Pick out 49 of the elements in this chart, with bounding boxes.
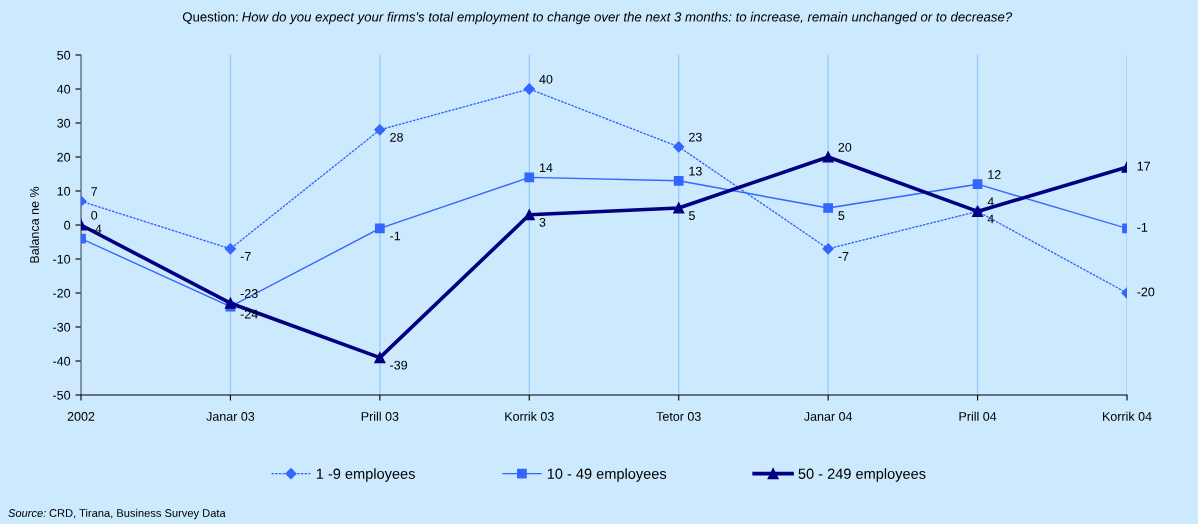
x-tick-label: Janar 04: [804, 412, 853, 421]
x-tick-label: Janar 03: [206, 412, 255, 421]
data-label: 12: [988, 170, 1001, 179]
data-label: 5: [688, 211, 695, 220]
data-label: -7: [240, 252, 251, 261]
x-tick-label: Tetor 03: [656, 412, 701, 421]
data-label: -23: [240, 289, 258, 298]
x-tick-label: Korrik 04: [1103, 411, 1152, 421]
data-label: 23: [689, 132, 702, 142]
x-tick-label: Prill 04: [959, 411, 997, 421]
chart-title: Question: How do you expect your firms's total employment to change over the next 3 months: to increase, remain unchanged or to decrease?: [182, 11, 1013, 25]
data-label: -4: [91, 224, 102, 234]
data-label: -20: [1137, 287, 1155, 297]
x-tick-label: Prill 03: [361, 411, 399, 421]
data-label: 5: [838, 211, 845, 220]
y-tick-label: 0: [64, 220, 71, 230]
data-label: 40: [539, 74, 553, 84]
y-tick-label: 20: [57, 152, 71, 162]
y-tick-label: 10: [57, 186, 71, 196]
data-label: -39: [390, 360, 408, 370]
data-label: 3: [539, 217, 546, 227]
y-tick-label: -30: [53, 322, 71, 332]
data-label: 13: [689, 166, 702, 176]
y-tick-label: 40: [56, 84, 71, 94]
y-tick-label: -10: [53, 254, 71, 264]
legend-label: 50 - 249 employees: [798, 468, 926, 482]
x-tick-label: Korrik 03: [505, 411, 554, 421]
data-label: -7: [838, 252, 849, 261]
source-note: Source: CRD, Tirana, Business Survey Data: [8, 508, 226, 520]
y-tick-label: -40: [53, 356, 71, 366]
data-label: 28: [390, 132, 403, 142]
data-label: 17: [1137, 161, 1150, 171]
data-label: 20: [838, 142, 852, 152]
data-label: -24: [240, 309, 258, 319]
data-label: -1: [390, 231, 401, 241]
y-tick-label: 50: [57, 50, 71, 60]
x-tick-label: 2002: [67, 412, 95, 421]
y-axis-title: Balanca ne %: [29, 186, 39, 263]
data-label: 4: [987, 197, 994, 207]
legend-label: 10 - 49 employees: [547, 468, 667, 482]
data-label: 4: [987, 214, 994, 224]
data-label: -1: [1137, 223, 1148, 232]
y-tick-label: 30: [57, 118, 71, 128]
y-tick-label: -20: [53, 288, 71, 298]
data-label: 7: [91, 187, 98, 196]
legend-label: 1 -9 employees: [316, 468, 415, 482]
data-label: 0: [91, 210, 98, 220]
data-label: 14: [539, 163, 553, 173]
y-tick-label: -50: [53, 390, 71, 400]
